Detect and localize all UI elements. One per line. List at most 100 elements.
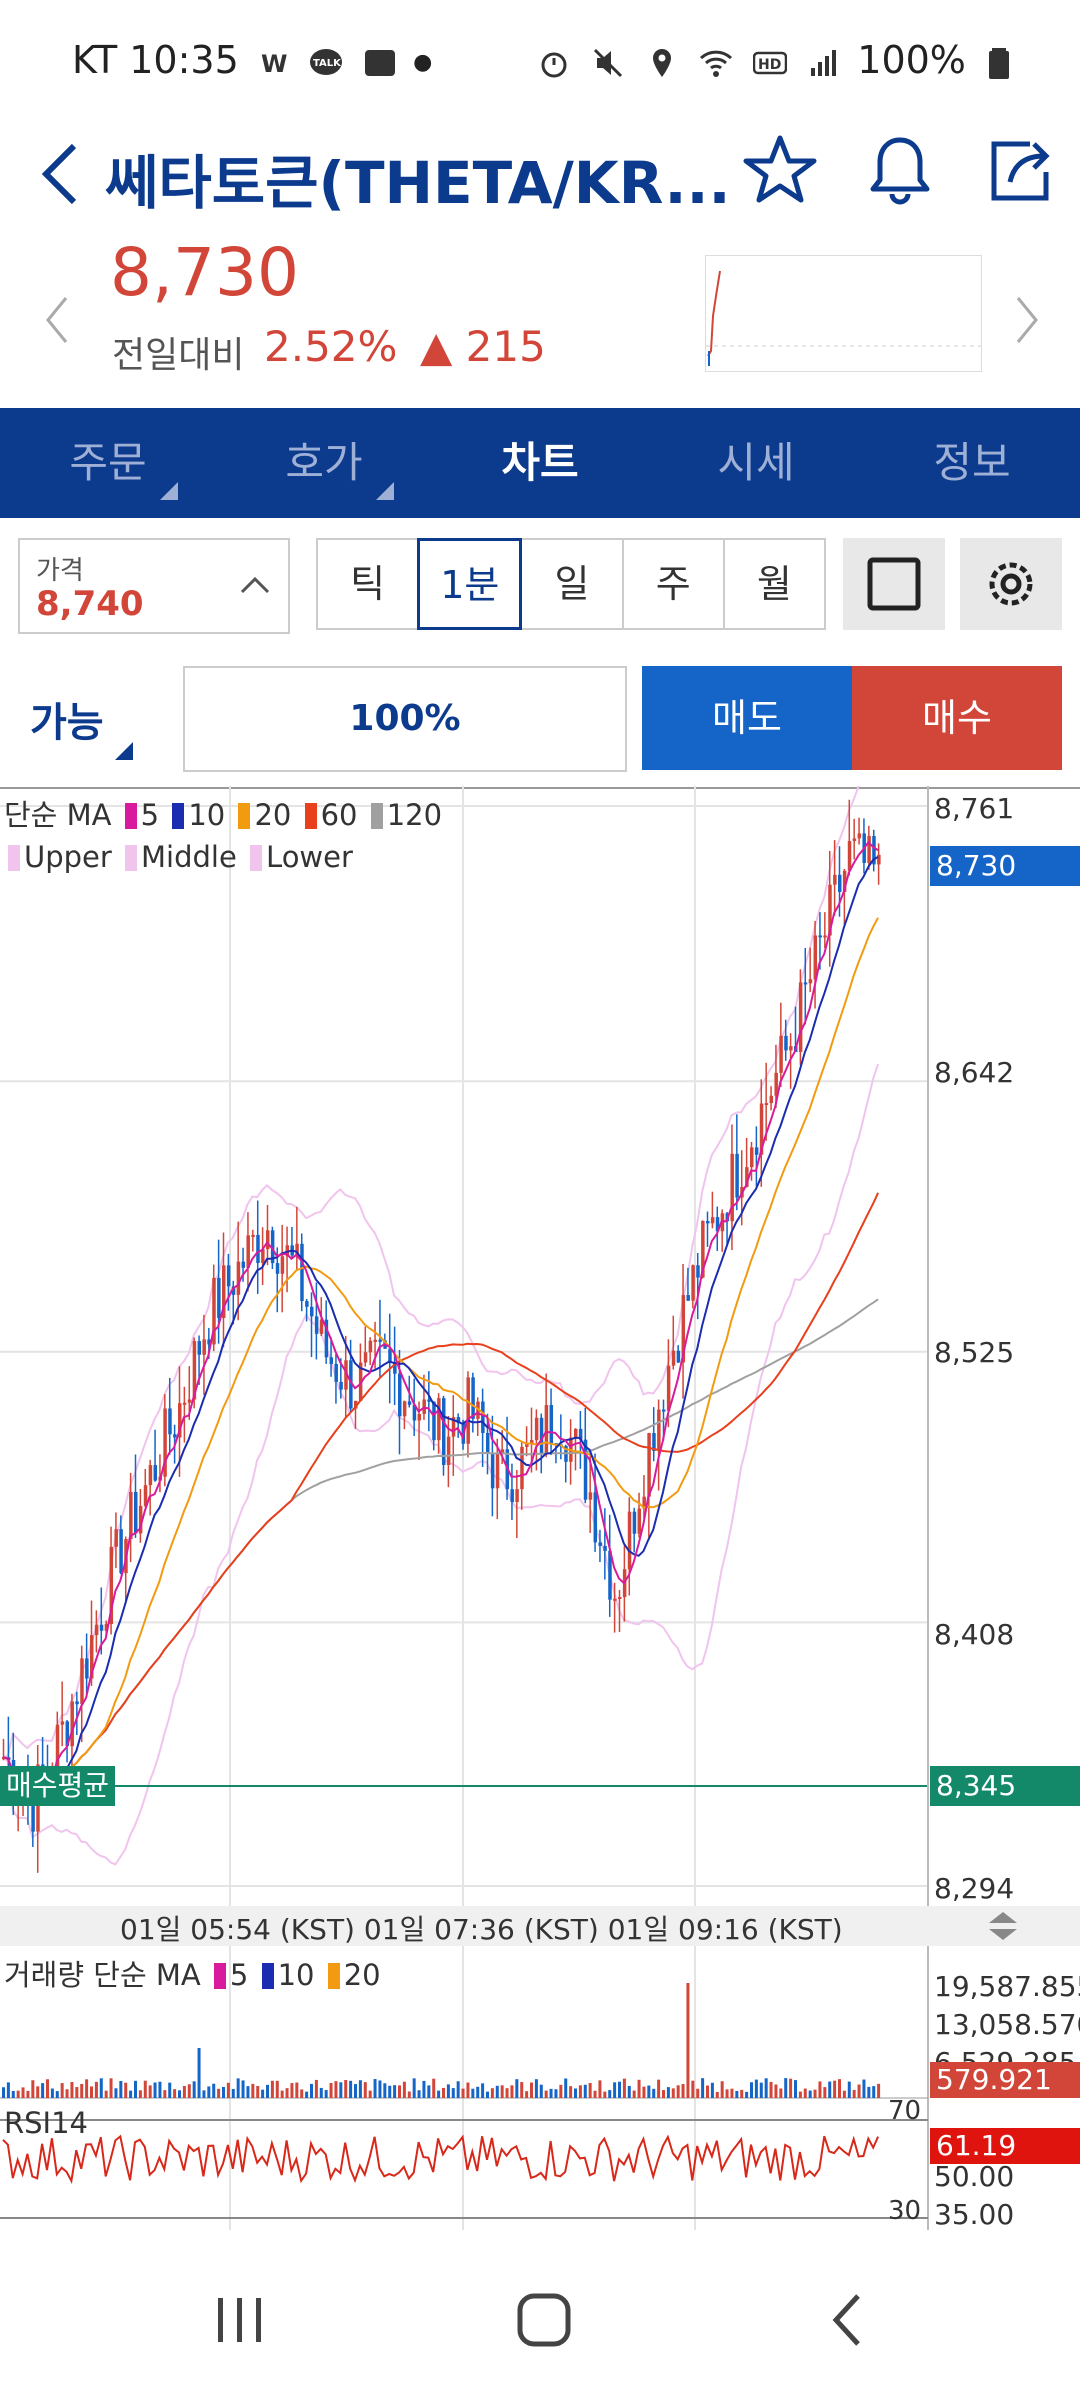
- volume-legend: 거래량 단순 MA 5 10 20: [4, 1952, 381, 1994]
- middle-label: Middle: [141, 840, 237, 874]
- candle: [217, 1277, 221, 1318]
- buy-button[interactable]: 매수: [852, 666, 1062, 770]
- candle: [696, 1265, 700, 1278]
- volume-bar: [872, 2086, 876, 2098]
- sell-button[interactable]: 매도: [642, 666, 852, 770]
- candle: [138, 1505, 143, 1534]
- volume-bar: [456, 2081, 460, 2098]
- fullscreen-button[interactable]: [843, 538, 945, 630]
- volume-bar: [192, 2081, 196, 2098]
- candle: [114, 1529, 118, 1547]
- volume-legend-label: 거래량 단순 MA: [4, 1958, 201, 1992]
- volume-bar: [280, 2090, 284, 2098]
- volume-bar: [754, 2079, 758, 2098]
- volume-bar: [857, 2084, 861, 2098]
- candle: [442, 1398, 446, 1465]
- candle: [808, 979, 813, 984]
- recent-apps-icon[interactable]: [210, 2290, 270, 2350]
- candle: [823, 935, 827, 938]
- candle: [412, 1404, 417, 1421]
- candle: [720, 1213, 725, 1232]
- candle: [368, 1340, 373, 1353]
- volume-bar: [750, 2082, 753, 2098]
- candle: [544, 1405, 549, 1455]
- home-icon[interactable]: [512, 2288, 576, 2352]
- volume-bar: [354, 2084, 357, 2098]
- volume-bar: [823, 2087, 827, 2098]
- volume-bar: [486, 2091, 489, 2098]
- page-title: 쎄타토큰(THETA/KR...: [105, 149, 731, 217]
- volume-bar: [495, 2085, 499, 2098]
- bollinger-upper: [2, 786, 861, 1759]
- available-selector[interactable]: 가능: [30, 700, 104, 746]
- rsi-label: 50.00: [934, 2160, 1015, 2193]
- price-selector[interactable]: 가격 8,740: [18, 538, 290, 634]
- volume-bar: [808, 2090, 812, 2098]
- bell-icon[interactable]: [860, 130, 940, 210]
- settings-button[interactable]: [960, 538, 1062, 630]
- candle: [75, 1701, 79, 1705]
- period-1min[interactable]: 1분: [417, 538, 523, 630]
- candle: [652, 1433, 656, 1451]
- volume-bar: [437, 2090, 441, 2098]
- candle: [280, 1256, 285, 1274]
- volume-bar: [637, 2079, 641, 2098]
- volume-bar: [65, 2089, 69, 2098]
- hd-icon: HD: [753, 51, 788, 74]
- candle: [119, 1529, 123, 1574]
- ma120-swatch: [370, 803, 383, 829]
- candle: [500, 1449, 505, 1454]
- time-axis[interactable]: 01일 05:54 (KST) 01일 07:36 (KST) 01일 09:1…: [0, 1906, 1080, 1946]
- period-day[interactable]: 일: [520, 538, 624, 630]
- candle: [657, 1409, 661, 1451]
- volume-bar: [358, 2080, 362, 2098]
- volume-bar: [710, 2082, 714, 2098]
- quantity-percent[interactable]: 100%: [183, 666, 627, 772]
- volume-bar: [789, 2078, 793, 2098]
- candle: [593, 1492, 598, 1543]
- prev-arrow-icon[interactable]: [40, 290, 74, 350]
- candle: [745, 1167, 749, 1187]
- tab-info[interactable]: 정보: [933, 438, 1011, 487]
- candle: [236, 1261, 241, 1295]
- tab-order[interactable]: 주문: [0, 408, 216, 518]
- dropdown-triangle-icon: [115, 742, 133, 760]
- price-chart[interactable]: [0, 786, 1080, 2230]
- volume-bar: [530, 2082, 533, 2098]
- star-icon[interactable]: [740, 130, 820, 210]
- volume-bar: [182, 2085, 186, 2098]
- scroll-arrows-icon[interactable]: [985, 1910, 1021, 1942]
- volume-bar: [138, 2090, 142, 2098]
- mini-chart[interactable]: [705, 255, 982, 372]
- period-tick[interactable]: 틱: [316, 538, 420, 630]
- volume-bar: [104, 2090, 108, 2098]
- tab-quote[interactable]: 호가: [216, 408, 432, 518]
- volume-bar: [505, 2088, 509, 2098]
- nav-back-icon[interactable]: [820, 2290, 880, 2350]
- volume-bar: [114, 2088, 118, 2098]
- volume-bar: [231, 2088, 235, 2098]
- volume-bar: [818, 2081, 822, 2098]
- volume-bar: [236, 2078, 240, 2098]
- volume-bar: [481, 2083, 485, 2098]
- volume-bar: [769, 2081, 773, 2098]
- volume-bar: [134, 2080, 137, 2098]
- candle: [344, 1360, 348, 1390]
- period-week[interactable]: 주: [621, 538, 725, 630]
- gear-icon: [989, 562, 1033, 606]
- period-month[interactable]: 월: [722, 538, 827, 630]
- volume-bar: [222, 2087, 225, 2098]
- volume-bar: [578, 2085, 582, 2098]
- volume-bar: [402, 2081, 406, 2098]
- share-icon[interactable]: [980, 130, 1060, 210]
- tab-chart[interactable]: 차트: [501, 438, 579, 487]
- candle: [143, 1485, 148, 1506]
- back-icon[interactable]: [30, 134, 90, 214]
- next-arrow-icon[interactable]: [1010, 290, 1044, 350]
- candle: [456, 1417, 461, 1424]
- candle: [759, 1103, 764, 1155]
- app-icon: [365, 49, 396, 76]
- volume-chart: [0, 1983, 928, 2099]
- tab-market[interactable]: 시세: [717, 438, 795, 487]
- candle: [168, 1408, 172, 1435]
